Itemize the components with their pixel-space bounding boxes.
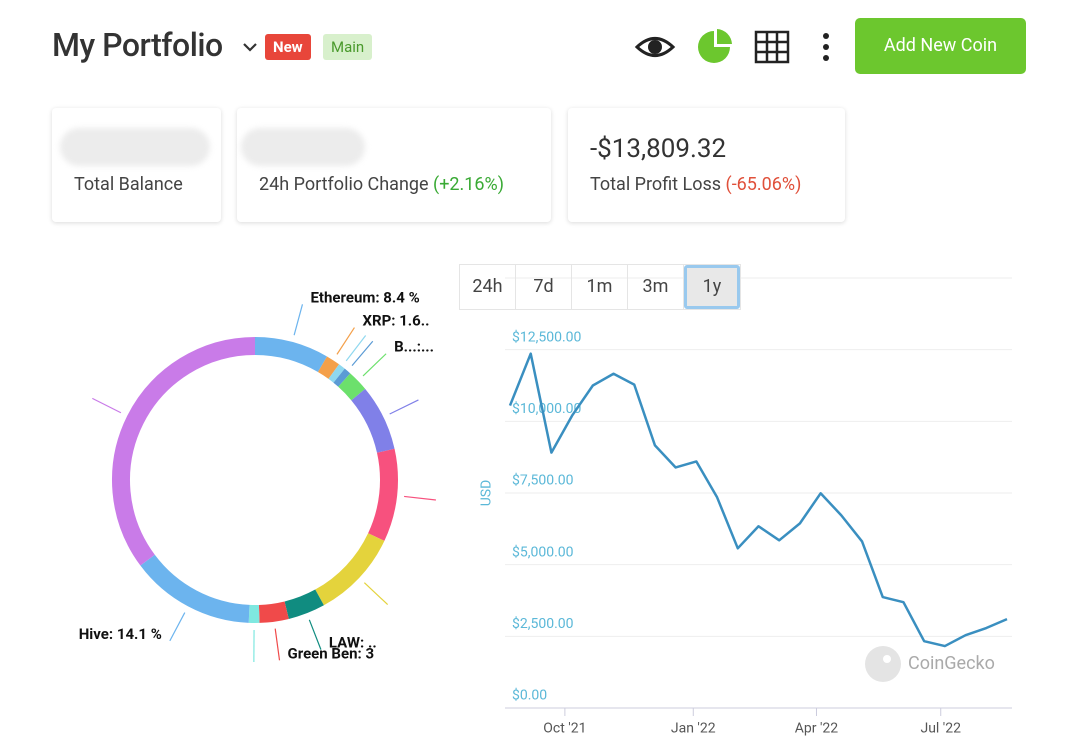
slice-label: XRP: 1.6..: [362, 312, 429, 330]
leader-line: [404, 495, 436, 501]
leader-line: [169, 612, 186, 642]
blurred-value: [241, 128, 365, 166]
donut-slice: [315, 533, 385, 606]
card-label: Total Balance: [74, 174, 183, 195]
card-value: -$13,809.32: [590, 134, 727, 164]
leader-line: [92, 397, 122, 414]
leader-line: [351, 340, 374, 367]
card-change: (+2.16%): [433, 174, 504, 195]
leader-line: [308, 619, 322, 650]
add-coin-button[interactable]: Add New Coin: [855, 18, 1026, 74]
donut-slice: [258, 601, 289, 623]
range-button[interactable]: 3m: [628, 265, 684, 309]
donut-slice: [368, 448, 398, 541]
leader-line: [293, 304, 304, 336]
donut-slice: [284, 589, 324, 619]
main-badge[interactable]: Main: [323, 34, 373, 60]
donut-slice: [140, 554, 250, 623]
leader-line: [336, 327, 355, 355]
y-tick-label: $0.00: [512, 687, 547, 704]
card-label-text: Total Profit Loss: [590, 174, 722, 195]
more-icon[interactable]: [823, 33, 829, 61]
range-button[interactable]: 1y: [684, 265, 740, 309]
card: 24h Portfolio Change (+2.16%): [237, 108, 551, 222]
slice-label: LAW: ..: [329, 634, 377, 652]
watermark-logo: [883, 655, 891, 663]
watermark-logo: [865, 646, 901, 682]
y-tick-label: $12,500.00: [512, 328, 582, 345]
range-button[interactable]: 1m: [572, 265, 628, 309]
card-label: 24h Portfolio Change (+2.16%): [259, 174, 504, 195]
slice-label: Hive: 14.1 %: [79, 625, 162, 643]
y-tick-label: $5,000.00: [512, 543, 574, 560]
card: -$13,809.32 Total Profit Loss (-65.06%): [568, 108, 845, 222]
card-change: (-65.06%): [725, 174, 802, 195]
y-tick-label: $10,000.00: [512, 400, 582, 417]
pie-icon[interactable]: [698, 29, 732, 63]
y-tick-label: $2,500.00: [512, 615, 574, 632]
x-tick-label: Oct '21: [543, 721, 586, 737]
donut-slice: [317, 356, 340, 379]
leader-line: [389, 399, 419, 415]
leader-line: [363, 582, 389, 606]
card: Total Balance: [52, 108, 221, 222]
toolbar-icons: [634, 29, 829, 64]
slice-label: Green Ben: 3: [288, 644, 375, 662]
donut-slice: [328, 364, 345, 383]
x-tick-label: Apr '22: [795, 721, 839, 737]
dropdown-icon[interactable]: [241, 38, 259, 56]
leader-line: [362, 353, 387, 377]
donut-slice: [333, 368, 351, 387]
watermark-text: CoinGecko: [908, 653, 995, 674]
y-axis-label: USD: [479, 480, 495, 507]
new-badge: New: [265, 34, 311, 60]
card-label: Total Profit Loss (-65.06%): [590, 174, 801, 195]
donut-slice: [338, 373, 366, 401]
page-title[interactable]: My Portfolio: [52, 26, 223, 64]
eye-icon[interactable]: [634, 37, 676, 57]
slice-label: Ethereum: 8.4 %: [310, 288, 419, 306]
blurred-value: [60, 128, 210, 166]
slice-label: B...:...: [394, 338, 434, 356]
price-line: [508, 352, 1008, 648]
watermark: CoinGecko: [865, 646, 995, 682]
table-icon[interactable]: [754, 30, 790, 64]
range-selector: 24h 7d 1m 3m 1y: [459, 264, 741, 310]
card-label-text: 24h Portfolio Change: [259, 174, 429, 195]
x-tick-label: Jan '22: [671, 721, 716, 737]
leader-line: [274, 628, 281, 661]
x-tick-label: Jul '22: [920, 721, 961, 737]
range-button[interactable]: 24h: [460, 265, 516, 309]
range-button[interactable]: 7d: [516, 265, 572, 309]
y-tick-label: $7,500.00: [512, 472, 574, 489]
donut-slice: [254, 337, 328, 373]
donut-slice: [351, 388, 395, 453]
donut-slice: [112, 337, 256, 566]
leader-line: [345, 335, 367, 362]
